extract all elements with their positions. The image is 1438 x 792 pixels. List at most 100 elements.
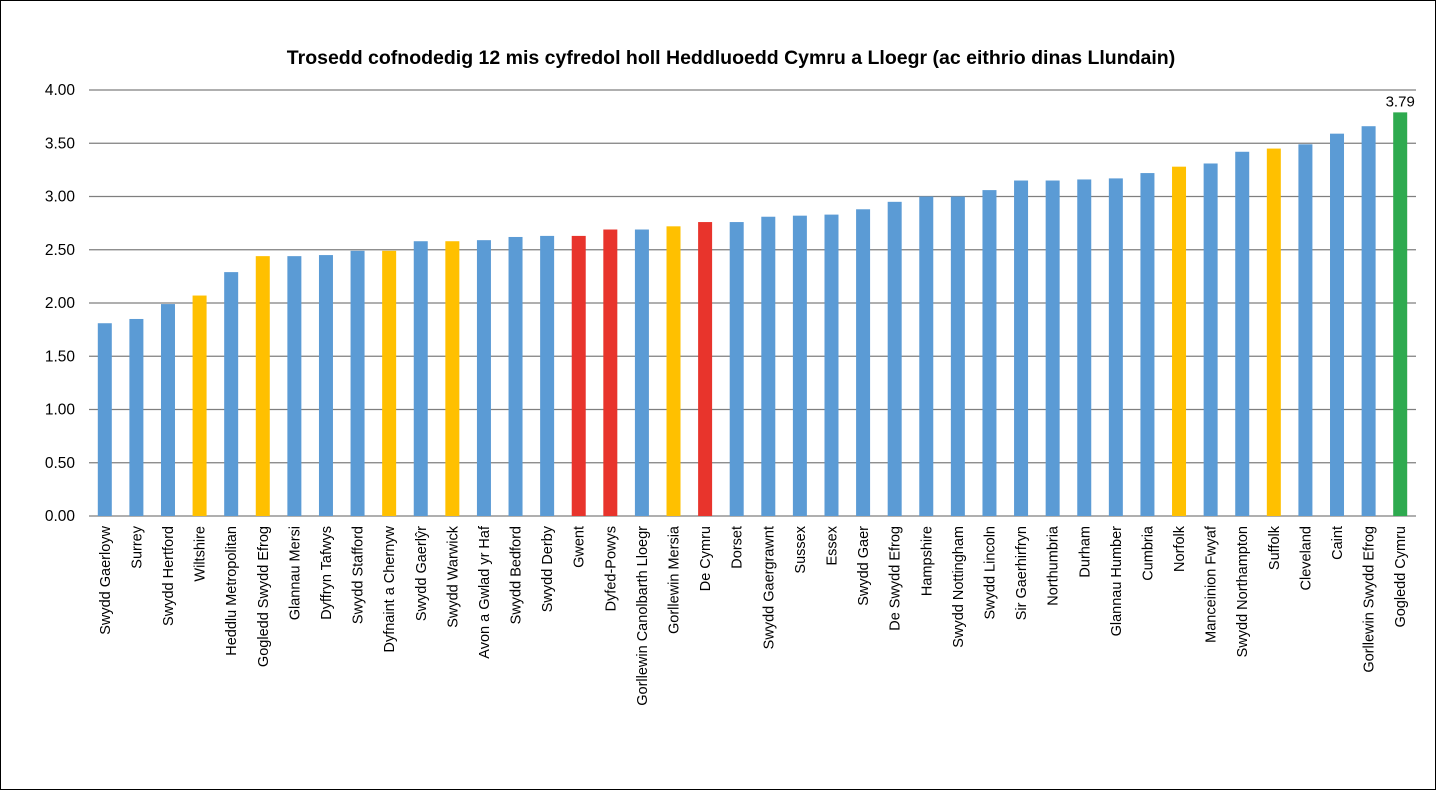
bar	[1045, 180, 1060, 516]
category-label: Surrey	[129, 525, 145, 568]
bar	[1203, 163, 1218, 517]
category-label: Glannau Humber	[1109, 526, 1125, 637]
y-tick-label: 0.00	[45, 508, 76, 525]
category-label: Sussex	[793, 525, 809, 573]
category-label: Cumbria	[1140, 525, 1156, 581]
bar	[192, 295, 207, 516]
y-tick-label: 0.50	[45, 455, 76, 472]
category-label: Avon a Gwlad yr Haf	[477, 525, 493, 659]
category-label: Dyffryn Tafwys	[319, 526, 335, 620]
category-label: Norfolk	[1172, 525, 1188, 572]
bar	[129, 318, 144, 516]
category-label: Sir Gaerhirfryn	[1014, 526, 1030, 620]
bar	[666, 226, 681, 516]
category-label: Swydd Hertford	[161, 526, 177, 626]
bar	[1014, 180, 1029, 516]
category-label: Gogledd Cymru	[1393, 526, 1409, 628]
category-label: Gogledd Swydd Efrog	[256, 526, 272, 667]
category-label: Durham	[1077, 526, 1093, 578]
category-label: Swydd Lincoln	[982, 526, 998, 620]
bar	[540, 235, 555, 516]
bar	[634, 229, 649, 516]
bar	[413, 241, 428, 517]
bar	[887, 201, 902, 516]
category-label: Heddlu Metropolitan	[224, 526, 240, 656]
bar	[1298, 144, 1313, 516]
bar	[1172, 166, 1187, 516]
category-label: Gorllewin Mersia	[667, 525, 683, 634]
category-label: Gwent	[572, 526, 588, 568]
category-label: Essex	[824, 525, 840, 565]
category-label: Hampshire	[919, 526, 935, 596]
category-label: Cleveland	[1298, 526, 1314, 591]
category-label: Manceinion Fwyaf	[1204, 525, 1220, 643]
chart-title: Trosedd cofnodedig 12 mis cyfredol holl …	[287, 47, 1175, 69]
category-label: Swydd Northampton	[1235, 526, 1251, 657]
category-label: Dyfed-Powys	[603, 526, 619, 611]
y-tick-label: 4.00	[45, 82, 76, 99]
category-label: Gorllewin Canolbarth Lloegr	[635, 526, 651, 706]
bar	[1077, 179, 1092, 516]
bar	[729, 222, 744, 516]
y-tick-label: 2.00	[45, 295, 76, 312]
category-label: Swydd Bedford	[509, 526, 525, 624]
category-label: De Cymru	[698, 526, 714, 591]
category-label: Swydd Derby	[540, 525, 556, 612]
category-label: Dyfnaint a Chernyw	[382, 525, 398, 652]
category-label: Dorset	[730, 526, 746, 569]
bar	[382, 250, 397, 516]
bar	[445, 241, 460, 517]
bar	[160, 304, 175, 516]
bar	[318, 255, 333, 516]
y-tick-label: 3.00	[45, 189, 76, 206]
y-tick-label: 3.50	[45, 135, 76, 152]
category-label: De Swydd Efrog	[888, 526, 904, 631]
bar	[1266, 148, 1281, 516]
bar	[982, 190, 997, 517]
bar	[1330, 133, 1345, 517]
category-label: Wiltshire	[193, 526, 209, 582]
bar	[698, 222, 713, 516]
bar	[255, 256, 270, 516]
bar	[761, 216, 776, 517]
data-label: 3.79	[1386, 93, 1415, 110]
category-label: Swydd Warwick	[445, 525, 461, 628]
bar	[287, 256, 302, 516]
bar	[824, 214, 839, 517]
data-labels: 3.79	[1386, 93, 1415, 110]
y-axis-ticks: 0.00 0.50 1.00 1.50 2.00 2.50 3.00 3.50 4.00	[45, 82, 76, 525]
category-label: Gorllewin Swydd Efrog	[1362, 526, 1378, 673]
bar	[1235, 151, 1250, 516]
category-label: Swydd Gaerloyw	[98, 525, 114, 634]
category-label: Glannau Mersi	[287, 526, 303, 620]
bar	[603, 229, 618, 516]
bar	[476, 240, 491, 517]
bar	[508, 236, 523, 516]
bar	[1361, 126, 1376, 517]
y-tick-label: 1.50	[45, 348, 76, 365]
category-label: Caint	[1330, 526, 1346, 560]
gridlines	[89, 89, 1416, 517]
bar	[1108, 178, 1123, 516]
bar	[1140, 173, 1155, 516]
y-tick-label: 1.00	[45, 402, 76, 419]
category-label: Swydd Gaerlŷr	[414, 526, 430, 621]
bar	[1393, 112, 1408, 517]
category-label: Swydd Nottingham	[951, 526, 967, 648]
bar	[950, 196, 965, 516]
category-label: Swydd Gaer	[856, 526, 872, 606]
category-label: Suffolk	[1267, 525, 1283, 570]
y-tick-label: 2.50	[45, 242, 76, 259]
bar	[97, 323, 112, 516]
category-labels: Swydd Gaerloyw Surrey Swydd Hertford Wiltsh…	[98, 525, 1409, 706]
bar	[856, 209, 871, 516]
bar	[792, 215, 807, 517]
category-label: Northumbria	[1046, 525, 1062, 606]
bar	[919, 196, 934, 516]
category-label: Swydd Stafford	[351, 526, 367, 624]
bar	[224, 272, 239, 516]
bars	[97, 112, 1408, 517]
bar	[571, 235, 586, 516]
